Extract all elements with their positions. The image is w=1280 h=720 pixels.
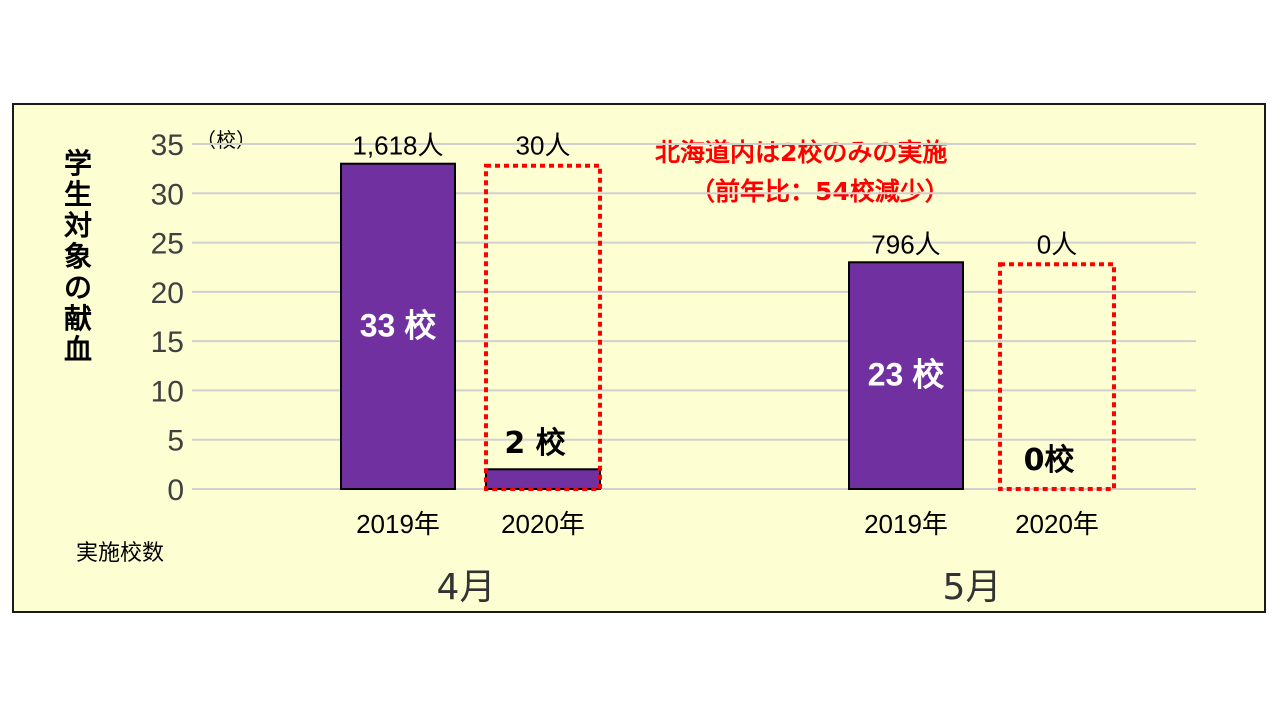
x-tick-label: 2020年 [501, 509, 585, 539]
reference-box [998, 262, 1116, 491]
y-tick-label: 30 [151, 178, 184, 211]
group-label-april: 4月 [436, 567, 496, 608]
bar-value-label: 33 校 [360, 307, 437, 343]
y-tick-label: 25 [151, 228, 184, 261]
annotation-line2: （前年比：54校減少） [690, 177, 950, 206]
annotation-line1: 北海道内は2校のみの実施 [655, 138, 948, 167]
bar [340, 162, 456, 490]
bar-value-label: 23 校 [868, 357, 945, 393]
y-tick-label: 5 [167, 425, 184, 458]
y-tick-label: 15 [151, 326, 184, 359]
y-tick-label: 0 [167, 474, 184, 507]
x-tick-label: 2020年 [1015, 509, 1099, 539]
x-tick-label: 2019年 [356, 509, 440, 539]
bar [485, 468, 601, 490]
y-axis-label: 学生対象の献血 [63, 147, 92, 366]
bar-value-label: 0校 [1024, 443, 1075, 478]
y-tick-label: 10 [151, 375, 184, 408]
group-label-may: 5月 [942, 567, 1002, 608]
people-label: 1,618人 [352, 131, 443, 161]
people-label: 0人 [1037, 229, 1077, 259]
people-label: 30人 [516, 131, 571, 161]
x-tick-label: 2019年 [864, 509, 948, 539]
y-axis-unit: （校） [196, 128, 256, 152]
y-tick-label: 20 [151, 277, 184, 310]
chart-panel [12, 103, 1266, 613]
bar-value-label: 2 校 [504, 426, 565, 461]
people-label: 796人 [871, 229, 940, 259]
x-axis-header: 実施校数 [76, 541, 165, 566]
reference-box [484, 163, 602, 491]
y-tick-label: 35 [151, 129, 184, 162]
bar [848, 261, 964, 490]
